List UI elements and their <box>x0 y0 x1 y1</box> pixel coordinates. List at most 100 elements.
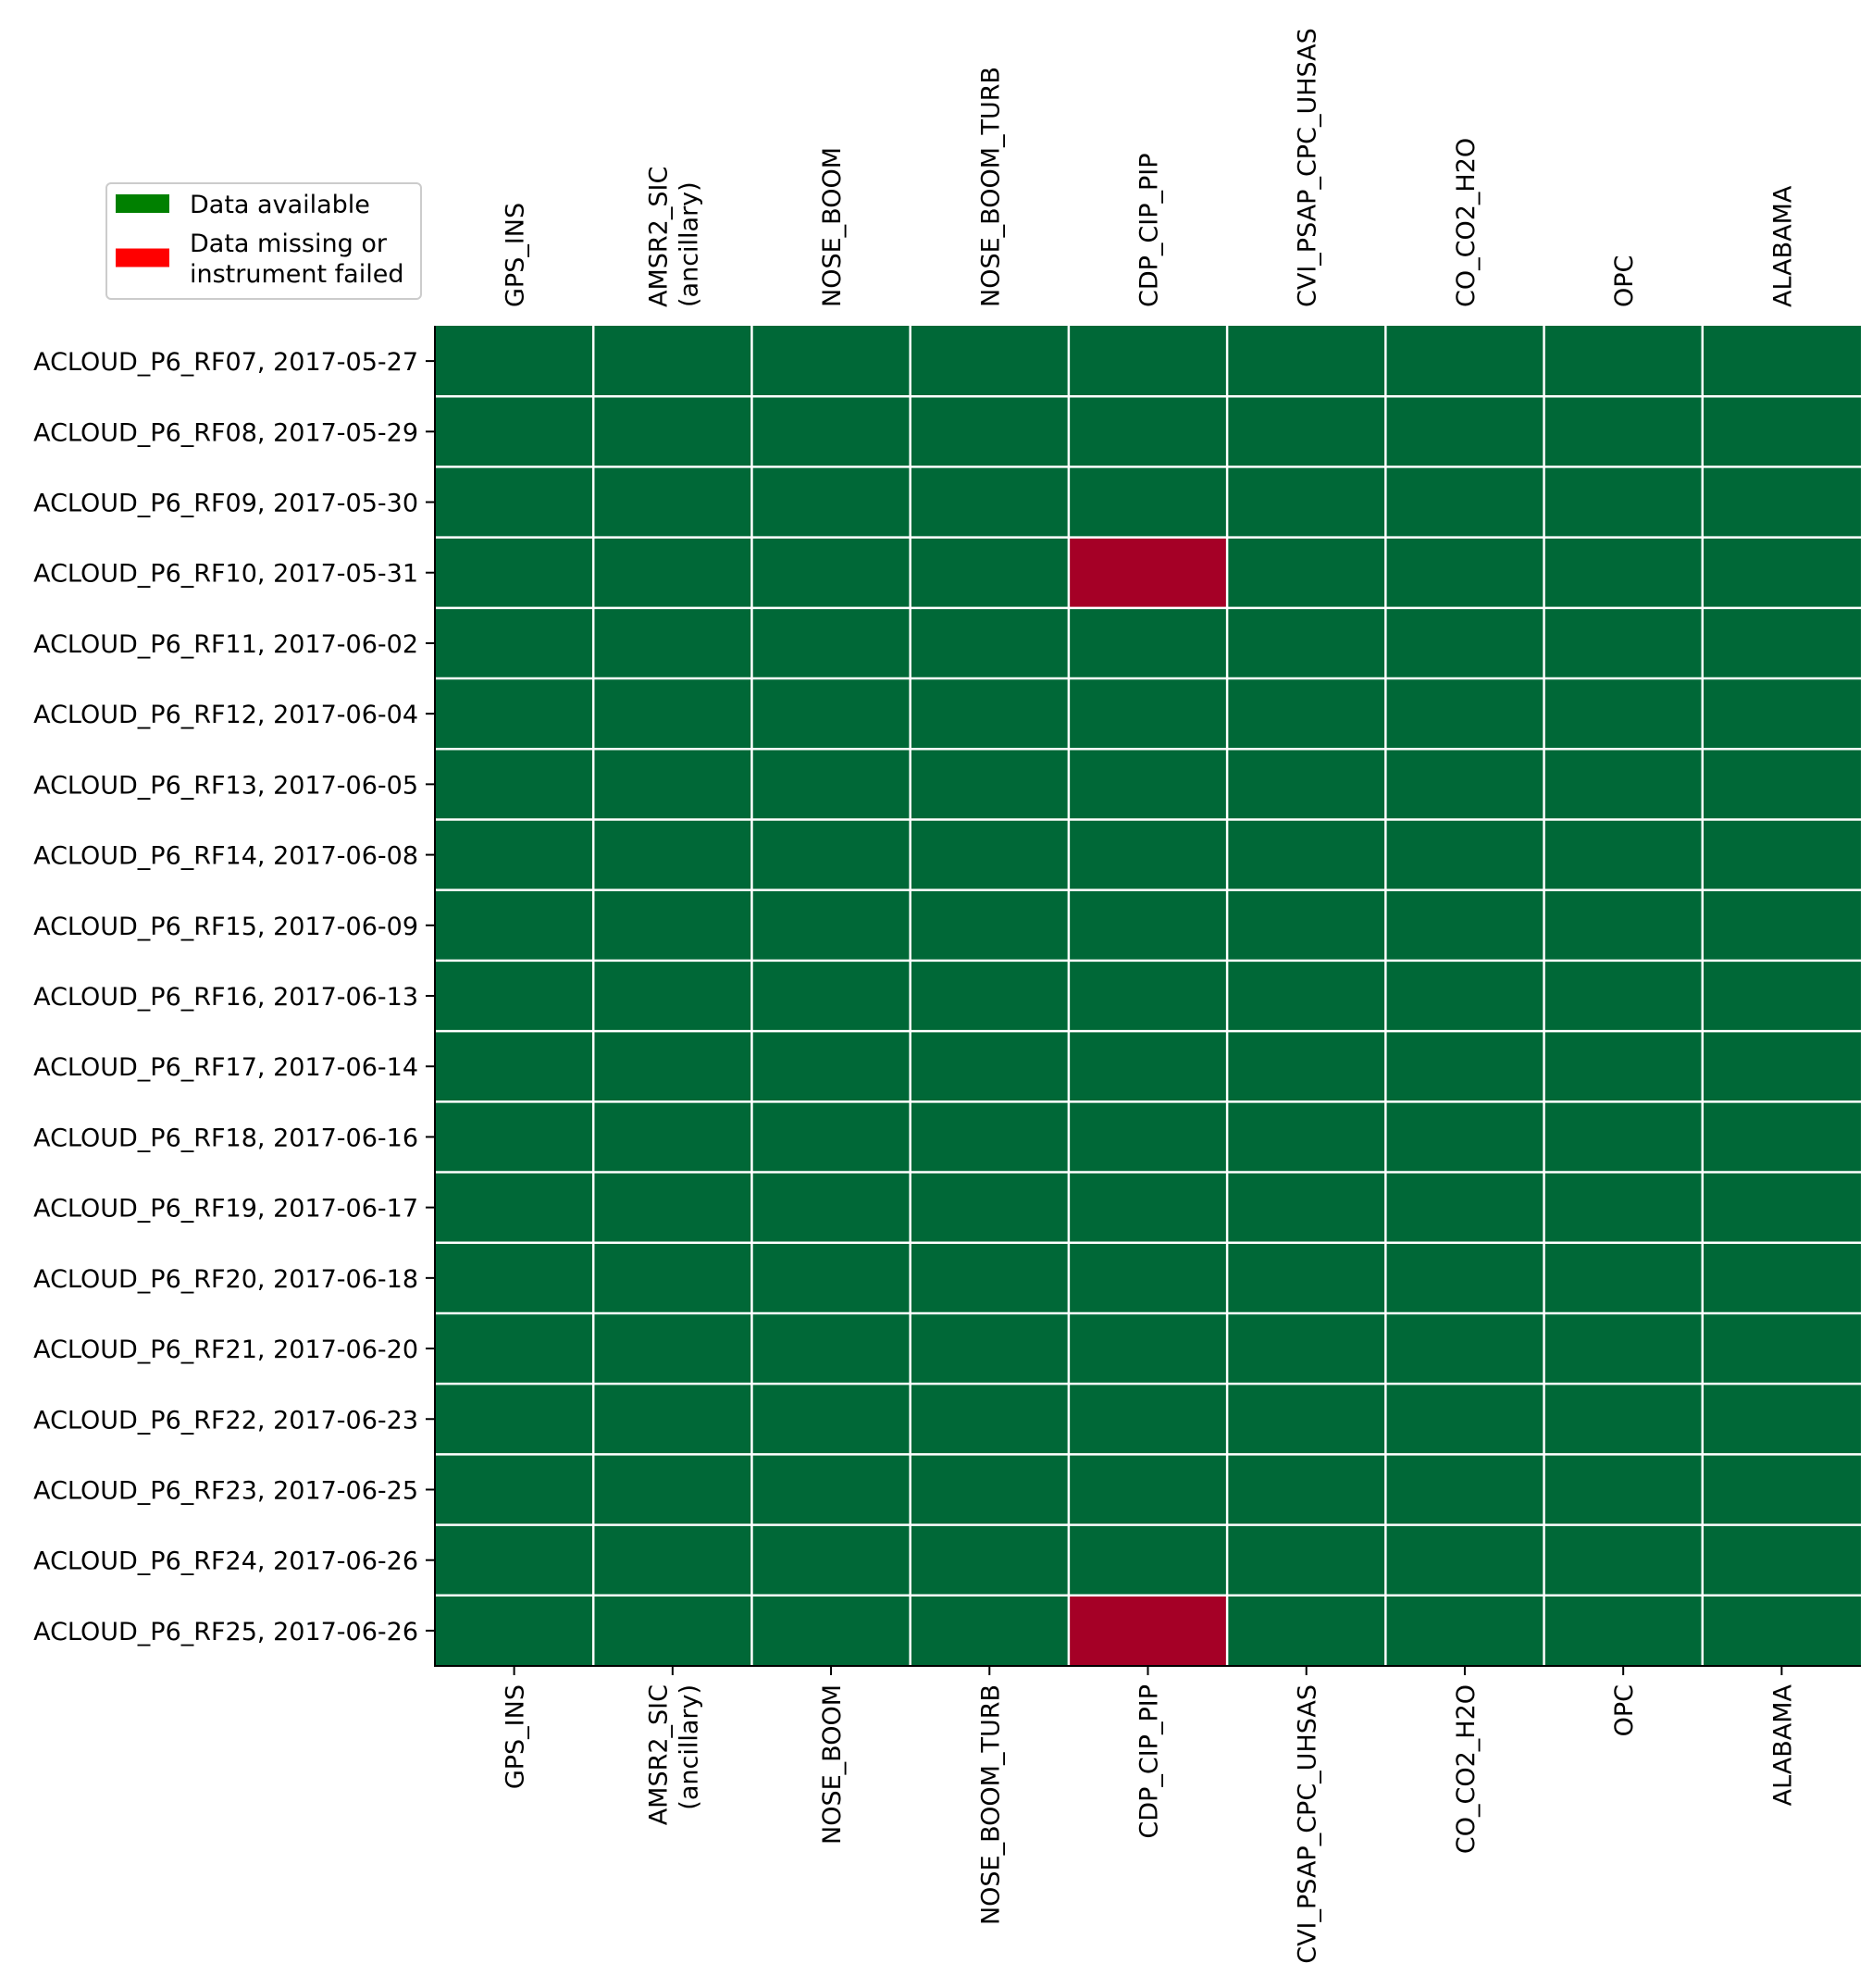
heatmap-cell <box>910 396 1069 467</box>
x-tick-label-top: OPC <box>1610 255 1639 307</box>
heatmap-cell <box>1543 537 1703 608</box>
heatmap-cell <box>751 960 911 1032</box>
heatmap-cell <box>1068 1312 1228 1385</box>
heatmap-cell <box>435 678 594 750</box>
heatmap-cell <box>751 889 911 961</box>
heatmap-cell <box>1543 1242 1703 1313</box>
x-tick-label-bottom: GPS_INS <box>502 1684 530 1789</box>
heatmap-cell <box>1702 1595 1861 1666</box>
heatmap-cell <box>1702 1172 1861 1243</box>
heatmap-cell <box>593 889 752 961</box>
legend-swatch <box>116 194 169 213</box>
heatmap-cell <box>751 1595 911 1666</box>
heatmap-cell <box>1385 889 1544 961</box>
heatmap-cell <box>593 819 752 890</box>
heatmap-cell <box>1385 749 1544 820</box>
heatmap-cell <box>1702 678 1861 750</box>
heatmap-cell <box>910 1172 1069 1243</box>
heatmap-cell <box>1543 607 1703 679</box>
heatmap-cell <box>751 1101 911 1173</box>
heatmap-cell <box>1702 607 1861 679</box>
legend-swatch <box>116 248 169 267</box>
heatmap-cell <box>1385 678 1544 750</box>
heatmap-cell <box>1385 960 1544 1032</box>
heatmap-cell <box>1543 1312 1703 1385</box>
heatmap-cell <box>1068 1384 1228 1455</box>
heatmap-cell <box>910 466 1069 538</box>
x-tick-label-bottom: CDP_CIP_PIP <box>1135 1684 1164 1839</box>
heatmap-cell <box>435 1172 594 1243</box>
heatmap-cell <box>1385 1031 1544 1102</box>
x-tick-label-top: GPS_INS <box>502 203 530 307</box>
heatmap-cell <box>910 326 1069 397</box>
heatmap-cell <box>593 749 752 820</box>
heatmap-cell <box>435 749 594 820</box>
heatmap-cell <box>1227 1524 1386 1596</box>
heatmap-cell <box>910 1595 1069 1666</box>
heatmap-cell <box>1543 326 1703 397</box>
heatmap-cell <box>751 1172 911 1243</box>
y-tick-label: ACLOUD_P6_RF16, 2017-06-13 <box>33 983 418 1012</box>
grid-lines <box>435 326 1861 1666</box>
heatmap-cell <box>1227 396 1386 467</box>
heatmap-cell <box>1068 396 1228 467</box>
x-tick-label-line: NOSE_BOOM <box>818 147 847 307</box>
heatmap-cell <box>1068 466 1228 538</box>
heatmap-cell <box>751 819 911 890</box>
x-tick-label-line: CVI_PSAP_CPC_UHSAS <box>1294 1684 1322 1964</box>
heatmap-cell <box>1702 537 1861 608</box>
heatmap-cell <box>1385 537 1544 608</box>
heatmap-cell <box>435 889 594 961</box>
y-tick-label: ACLOUD_P6_RF14, 2017-06-08 <box>33 842 418 871</box>
heatmap-cell <box>1068 749 1228 820</box>
heatmap-cell <box>910 1384 1069 1455</box>
heatmap-cell <box>910 537 1069 608</box>
x-tick-label-bottom: OPC <box>1610 1684 1639 1736</box>
heatmap-cell <box>1702 819 1861 890</box>
heatmap-cell <box>1068 1031 1228 1102</box>
heatmap-cell <box>1385 326 1544 397</box>
heatmap-cell <box>751 607 911 679</box>
heatmap-cell <box>1227 466 1386 538</box>
heatmap-cell <box>435 537 594 608</box>
heatmap-cell <box>1543 819 1703 890</box>
heatmap-cell <box>1543 1172 1703 1243</box>
heatmap-cell <box>593 537 752 608</box>
heatmap-cell <box>593 607 752 679</box>
heatmap-cell <box>435 1242 594 1313</box>
heatmap-cell <box>593 466 752 538</box>
heatmap-cell <box>1385 1312 1544 1385</box>
heatmap-cell <box>435 1031 594 1102</box>
heatmap-cell <box>910 960 1069 1032</box>
heatmap-cell <box>1068 607 1228 679</box>
y-tick-label: ACLOUD_P6_RF24, 2017-06-26 <box>33 1547 418 1576</box>
x-tick-label-line: CO_CO2_H2O <box>1452 1684 1481 1854</box>
heatmap-cell <box>435 1101 594 1173</box>
heatmap-cell <box>910 1101 1069 1173</box>
heatmap-cell <box>751 1384 911 1455</box>
heatmap-cell <box>593 1242 752 1313</box>
x-tick-label-line: GPS_INS <box>502 203 530 307</box>
heatmap-cell <box>1543 1101 1703 1173</box>
heatmap-cell <box>1543 1384 1703 1455</box>
legend-label: Data missing or instrument failed <box>190 230 403 289</box>
heatmap-cell <box>1702 960 1861 1032</box>
x-tick-label-line: AMSR2_SIC <box>644 1684 673 1825</box>
heatmap-cell <box>593 396 752 467</box>
x-tick-label-top: CDP_CIP_PIP <box>1135 153 1164 307</box>
y-tick-label: ACLOUD_P6_RF25, 2017-06-26 <box>33 1618 418 1646</box>
heatmap-cell <box>435 396 594 467</box>
heatmap-cell <box>435 1454 594 1525</box>
heatmap-cell <box>1543 678 1703 750</box>
heatmap-cell <box>751 749 911 820</box>
heatmap-cell <box>1068 889 1228 961</box>
heatmap-cell <box>1702 1454 1861 1525</box>
heatmap-cell <box>1543 1454 1703 1525</box>
heatmap-cell <box>1702 1101 1861 1173</box>
heatmap-cell <box>1227 819 1386 890</box>
heatmap-cell <box>751 1031 911 1102</box>
heatmap-cell <box>1068 1524 1228 1596</box>
heatmap-cell <box>1385 1454 1544 1525</box>
heatmap-cell <box>1068 1595 1228 1666</box>
